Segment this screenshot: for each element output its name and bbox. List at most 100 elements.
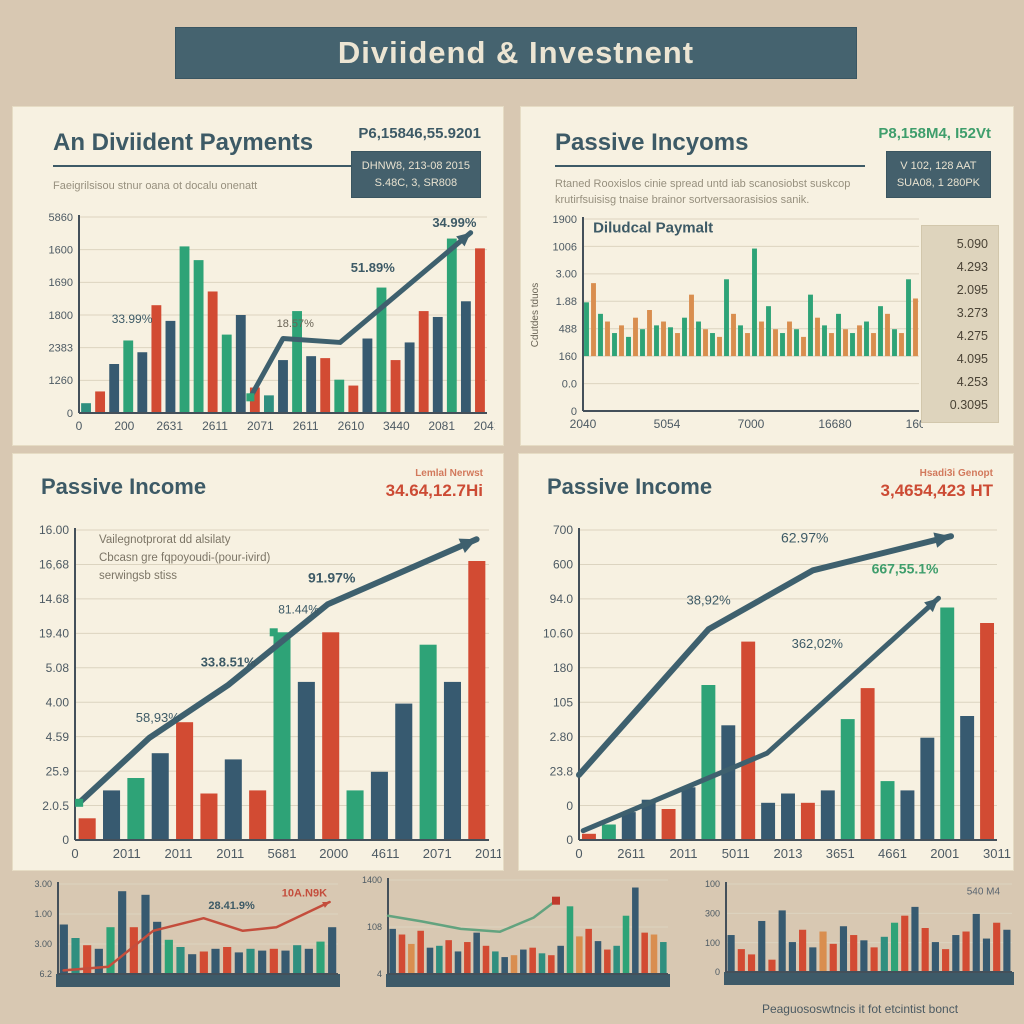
svg-text:362,02%: 362,02% <box>792 636 844 651</box>
svg-text:Cdutdes tduos: Cdutdes tduos <box>530 283 541 348</box>
panel-passive-income-right: Passive Income Hsadi3i Genopt 3,4654,423… <box>518 453 1014 871</box>
note-line: serwingsb stiss <box>99 569 177 582</box>
svg-text:5011: 5011 <box>722 846 750 861</box>
svg-text:2001: 2001 <box>930 846 959 861</box>
svg-text:5681: 5681 <box>268 846 297 861</box>
svg-text:2011: 2011 <box>475 846 501 861</box>
side-value: 4.275 <box>956 328 988 343</box>
svg-text:1.00: 1.00 <box>34 909 52 919</box>
panel-subtitle: Rtaned Rooxislos cinie spread untd iab s… <box>555 178 851 206</box>
svg-text:2011: 2011 <box>165 846 193 861</box>
title-banner: Diviidend & Investnent <box>175 27 857 79</box>
svg-text:488: 488 <box>559 324 577 336</box>
stat-value: P6,15846,55.9201 <box>358 125 481 142</box>
svg-text:58,93%: 58,93% <box>136 710 181 725</box>
svg-text:2631: 2631 <box>156 419 183 433</box>
passive-income-chart-left: 16.00 16,68 14.68 19.40 5.08 4.00 4.59 25.9 2.0.… <box>19 520 503 873</box>
footer-caption: Peaguososwtncis it fot etcintist bonct <box>761 1002 959 1016</box>
svg-text:0: 0 <box>571 406 577 418</box>
svg-text:2071: 2071 <box>423 846 452 861</box>
svg-text:18.57%: 18.57% <box>277 318 315 330</box>
side-value: 5.090 <box>956 236 988 251</box>
svg-text:14.68: 14.68 <box>39 592 69 606</box>
svg-text:81.44%: 81.44% <box>278 603 319 617</box>
svg-text:2040: 2040 <box>570 417 597 431</box>
svg-text:1006: 1006 <box>553 241 577 253</box>
badge-line: SUA08, 1 280PK <box>896 176 980 189</box>
svg-text:0: 0 <box>715 967 720 977</box>
title-underline <box>53 165 353 167</box>
svg-text:3.00: 3.00 <box>34 939 52 949</box>
svg-text:300: 300 <box>705 908 720 918</box>
svg-text:2081: 2081 <box>428 419 455 433</box>
svg-text:540 M4: 540 M4 <box>967 887 1001 898</box>
badge-line: DHNW8, 213-08 2015 <box>361 160 470 172</box>
svg-text:700: 700 <box>553 523 573 537</box>
svg-text:108: 108 <box>367 922 382 932</box>
panel-title: An Diviident Payments <box>53 129 314 156</box>
svg-text:3.00: 3.00 <box>556 269 577 281</box>
svg-text:4.00: 4.00 <box>46 695 70 709</box>
svg-text:100: 100 <box>705 880 720 889</box>
svg-text:100: 100 <box>705 938 720 948</box>
svg-text:16680: 16680 <box>818 417 852 431</box>
svg-text:600: 600 <box>553 558 573 572</box>
svg-text:2011: 2011 <box>670 846 698 861</box>
stat-block: Lemlal Nerwst 34.64,12.7Hi <box>386 468 483 501</box>
side-value: 4.253 <box>956 374 988 389</box>
side-value: 4.293 <box>956 259 988 274</box>
svg-text:0: 0 <box>566 799 573 813</box>
note-line: Vailegnotprorat dd alsilaty <box>99 534 231 546</box>
side-value: 4.095 <box>956 351 988 366</box>
svg-text:6.2: 6.2 <box>39 969 52 979</box>
stat-value: 3,4654,423 HT <box>880 481 993 500</box>
side-value: 2.095 <box>956 282 988 297</box>
side-value: 3.273 <box>956 305 988 320</box>
badge-line: V 102, 128 AAT <box>900 160 977 172</box>
svg-text:5.08: 5.08 <box>46 661 70 675</box>
passive-income-chart-right: 700 600 94.0 10.60 180 105 2.80 23.8 0 0 0 2611 2011… <box>523 520 1011 873</box>
panel-passive-incyoms: Passive Incyoms Rtaned Rooxislos cinie s… <box>520 106 1014 446</box>
svg-text:4.59: 4.59 <box>46 730 70 744</box>
svg-text:10A.N9K: 10A.N9K <box>282 888 327 900</box>
svg-text:4: 4 <box>377 969 382 979</box>
svg-text:0: 0 <box>62 833 69 847</box>
panel-title: Passive Income <box>41 474 207 499</box>
stat-label: Lemlal Nerwst <box>415 468 483 479</box>
svg-text:667,55.1%: 667,55.1% <box>872 560 939 576</box>
svg-text:4611: 4611 <box>372 846 400 861</box>
svg-text:5860: 5860 <box>49 212 73 224</box>
svg-text:2011: 2011 <box>216 846 244 861</box>
svg-text:7000: 7000 <box>738 417 765 431</box>
svg-text:2383: 2383 <box>49 343 73 355</box>
svg-text:94.0: 94.0 <box>550 592 574 606</box>
svg-text:16.00: 16.00 <box>39 523 69 537</box>
svg-text:2611: 2611 <box>202 419 228 433</box>
svg-text:2011: 2011 <box>113 846 141 861</box>
svg-text:2611: 2611 <box>293 419 319 433</box>
stat-value: 34.64,12.7Hi <box>385 481 483 500</box>
svg-text:0: 0 <box>575 846 582 861</box>
svg-text:2610: 2610 <box>338 419 365 433</box>
svg-text:38,92%: 38,92% <box>687 592 732 607</box>
title-underline <box>555 165 865 167</box>
svg-text:62.97%: 62.97% <box>781 529 828 545</box>
svg-text:51.89%: 51.89% <box>351 260 396 275</box>
panel-subtitle: Faeigrilsisou stnur oana ot docalu onena… <box>53 180 258 192</box>
mini-chart-middle: 1400 108 4 <box>356 875 672 997</box>
mini-chart-right: 100 300 100 0 540 M4 <box>694 879 1016 995</box>
stat-label: Hsadi3i Genopt <box>919 468 993 479</box>
svg-text:3011: 3011 <box>983 846 1011 861</box>
svg-text:2041: 2041 <box>474 419 495 433</box>
svg-text:4661: 4661 <box>878 846 907 861</box>
svg-text:16,68: 16,68 <box>39 558 69 572</box>
svg-text:19.40: 19.40 <box>39 627 69 641</box>
svg-text:23.8: 23.8 <box>550 764 574 778</box>
svg-text:1400: 1400 <box>362 876 382 885</box>
diluted-payments-chart: 1900 1006 3.00 1.88 488 160 0.0 0 2040 5054 7000 16… <box>527 211 933 442</box>
svg-text:0: 0 <box>71 846 78 861</box>
svg-text:28.41.9%: 28.41.9% <box>208 900 255 912</box>
